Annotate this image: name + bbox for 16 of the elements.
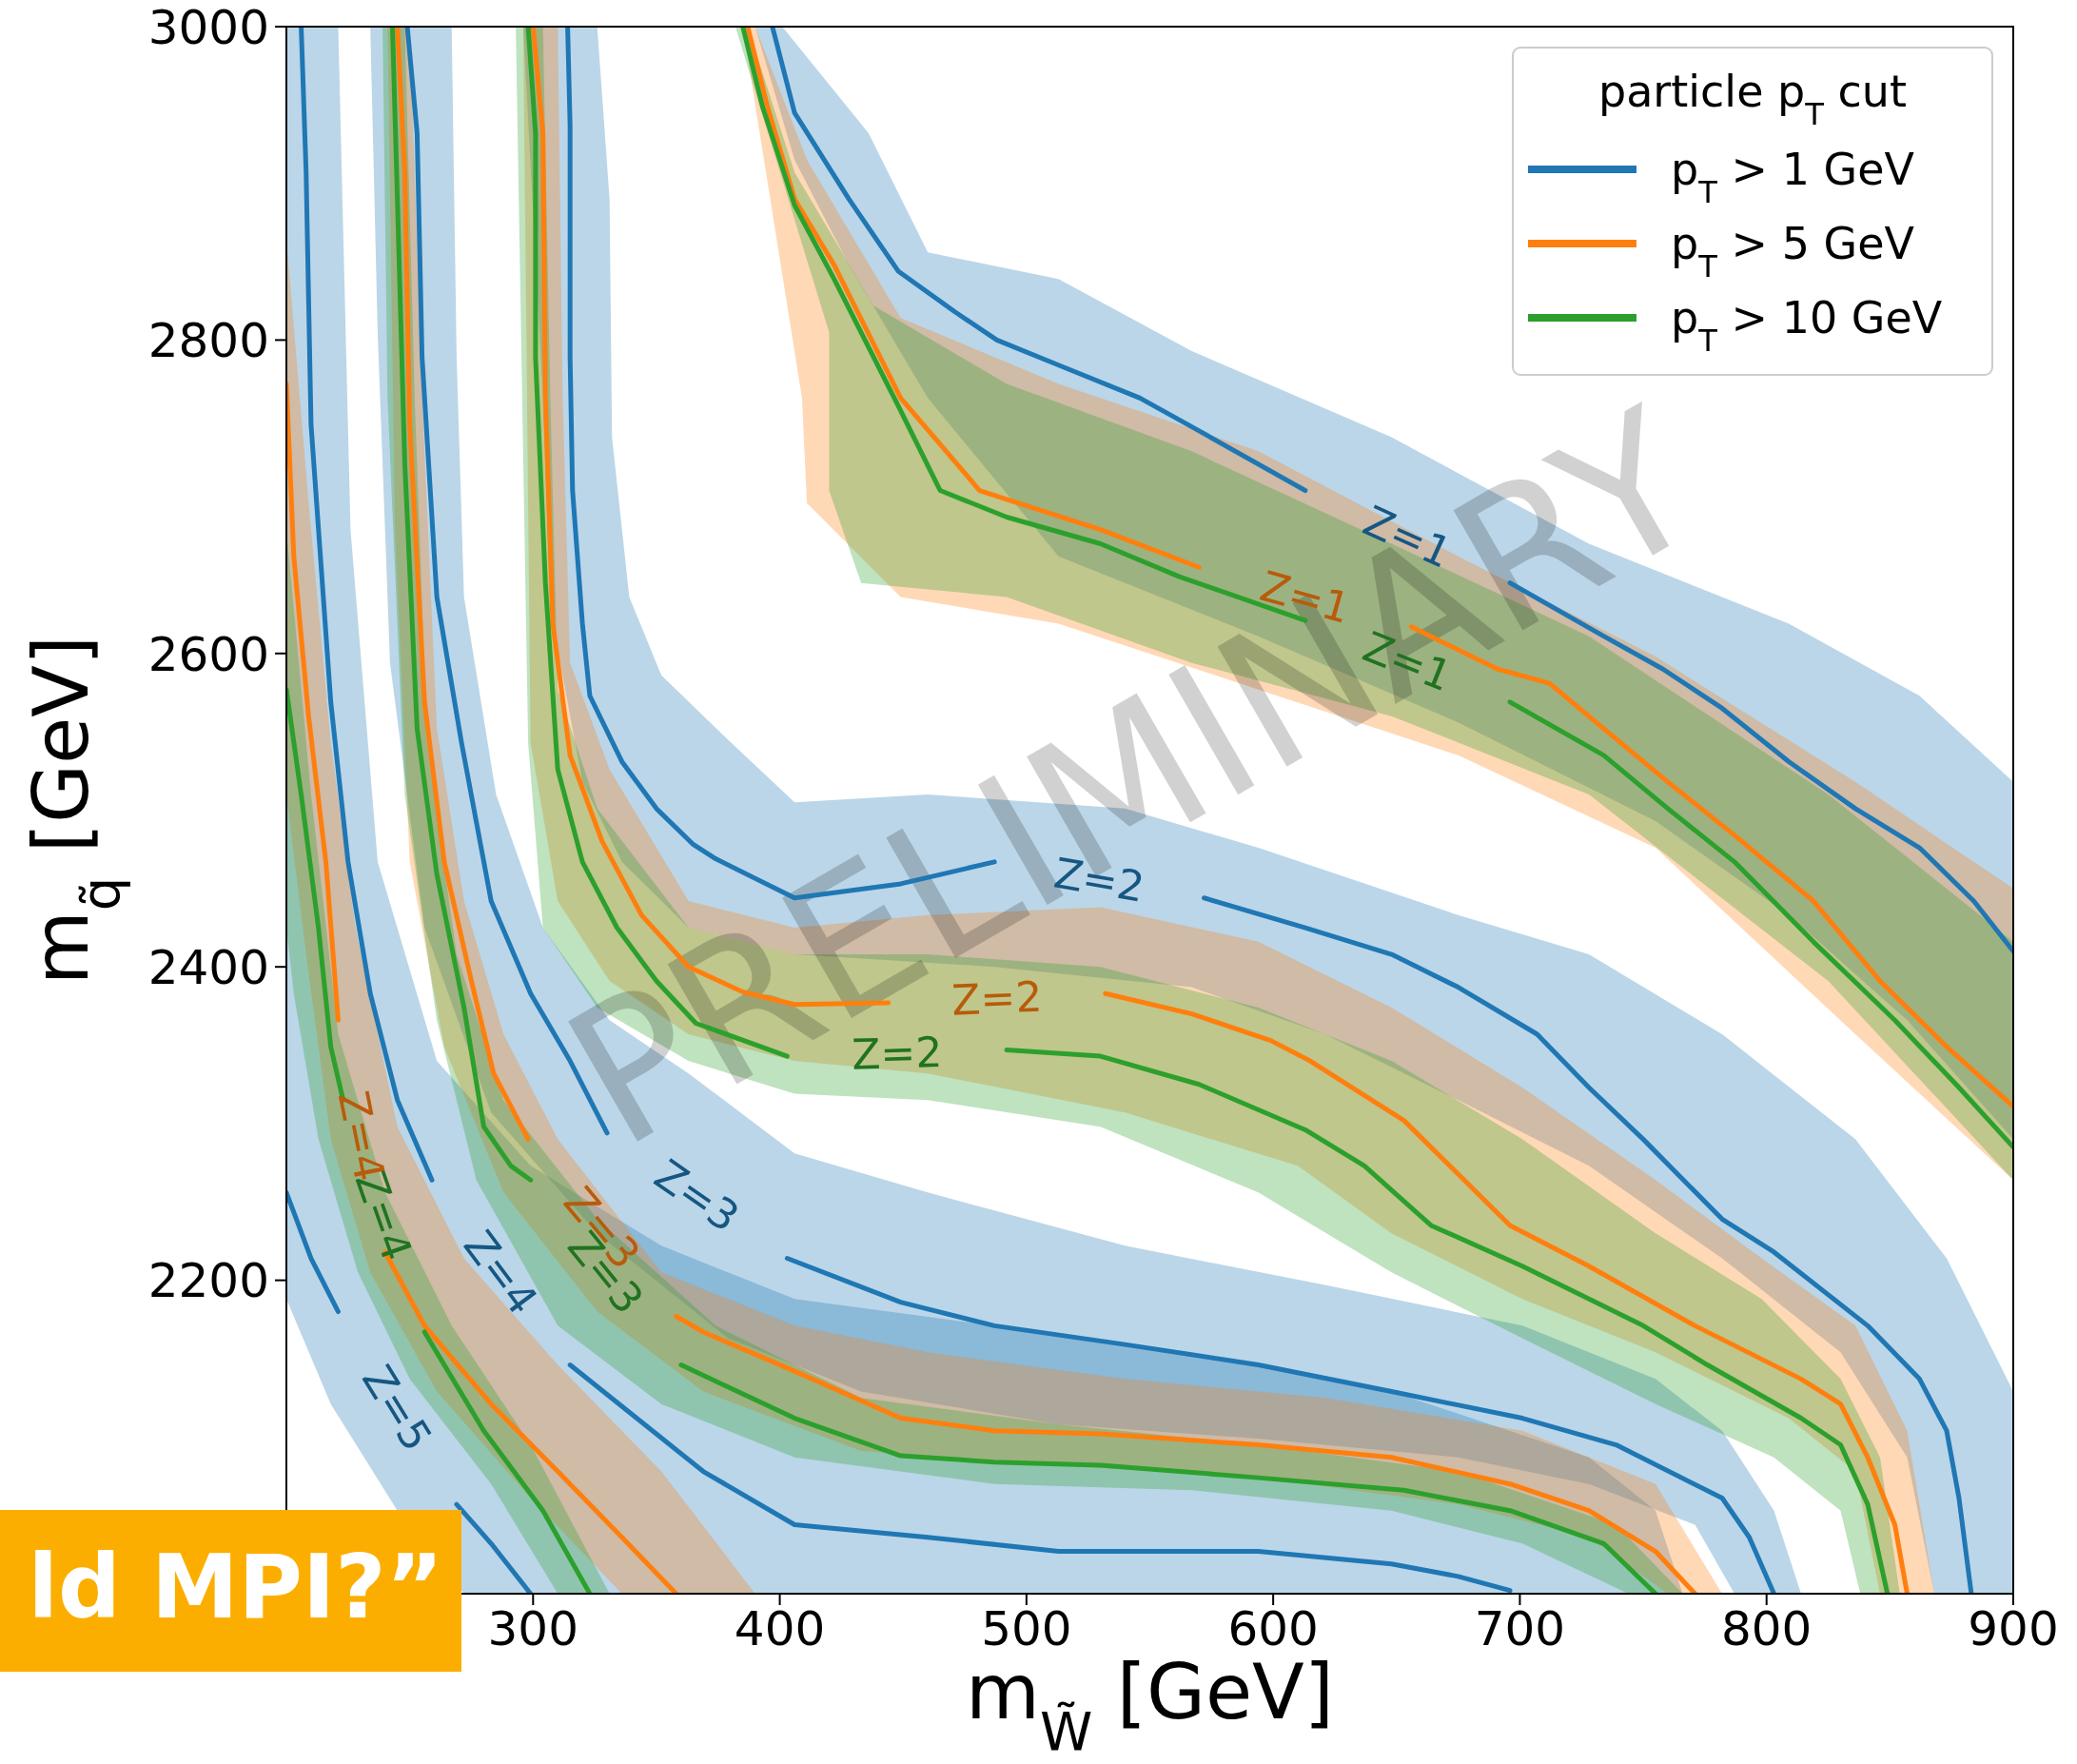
x-tick-label: 700 (1474, 1600, 1566, 1656)
x-tick-label: 300 (487, 1600, 578, 1656)
y-tick-label: 3000 (147, 0, 269, 55)
legend-label: p$_{T}$ > 1 GeV (1671, 144, 1915, 210)
annotation: Z=3 (646, 1149, 749, 1242)
annotation: ld MPI?” (28, 1537, 443, 1638)
y-tick-label: 2400 (147, 939, 269, 995)
y-tick-label: 2600 (147, 626, 269, 682)
x-tick-label: 900 (1968, 1600, 2059, 1656)
y-tick-label: 2800 (147, 313, 269, 369)
x-tick-label: 400 (734, 1600, 826, 1656)
y-tick-label: 2200 (147, 1253, 269, 1309)
legend-title: particle p$_{T}$ cut (1597, 66, 1908, 132)
legend-label: p$_{T}$ > 10 GeV (1671, 292, 1943, 359)
legend-label: p$_{T}$ > 5 GeV (1671, 218, 1915, 284)
x-tick-label: 800 (1721, 1600, 1812, 1656)
